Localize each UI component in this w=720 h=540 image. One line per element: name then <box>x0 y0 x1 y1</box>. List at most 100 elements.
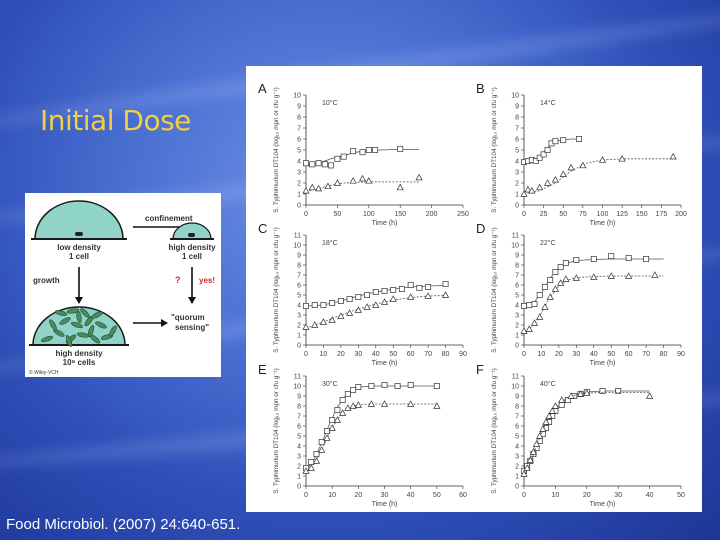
x-tick-label-D-8: 80 <box>660 351 668 358</box>
point-C-s1-6 <box>354 306 362 313</box>
y-tick-label-B-6: 6 <box>515 137 519 144</box>
y-tick-label-D-2: 2 <box>515 323 519 330</box>
y-tick-label-A-6: 6 <box>297 137 301 144</box>
point-F-s1-3 <box>529 448 538 455</box>
y-tick-label-C-6: 6 <box>297 283 301 290</box>
point-A-s1-8 <box>396 183 404 191</box>
point-B-s0-4 <box>536 154 543 161</box>
y-tick-label-D-6: 6 <box>515 283 519 290</box>
x-tick-label-B-8: 200 <box>675 211 687 218</box>
y-tick-label-F-1: 1 <box>515 474 519 481</box>
high-density-bottom-cells: 10⁸ cells <box>63 358 96 367</box>
point-E-s0-13 <box>394 383 401 389</box>
point-B-s1-3 <box>536 183 544 191</box>
point-E-s0-10 <box>355 384 362 390</box>
low-density-label: low density <box>57 243 101 252</box>
y-tick-label-E-2: 2 <box>297 464 301 471</box>
point-B-s1-11 <box>669 152 677 160</box>
fit-line-A-1 <box>305 181 419 193</box>
bacterial-cell-15 <box>91 311 103 319</box>
temperature-label-C: 18°C <box>322 239 338 247</box>
point-C-s0-4 <box>337 298 344 304</box>
point-E-s0-15 <box>433 383 440 389</box>
y-tick-label-C-2: 2 <box>297 323 301 330</box>
point-D-s0-4 <box>541 284 548 290</box>
y-axis-label-B: S. Typhimurium DT104 (log₁₀ mpn or cfu g… <box>491 87 498 213</box>
x-tick-label-F-2: 20 <box>583 492 591 499</box>
point-D-s1-3 <box>536 313 544 320</box>
point-D-s0-10 <box>590 256 597 262</box>
y-tick-label-B-5: 5 <box>515 148 519 155</box>
point-E-s0-2 <box>313 451 320 457</box>
point-B-s0-8 <box>552 138 559 145</box>
point-D-s1-9 <box>572 274 580 281</box>
y-tick-label-C-0: 0 <box>297 343 301 350</box>
point-E-s1-9 <box>349 402 357 409</box>
point-A-s0-3 <box>321 161 328 168</box>
x-tick-label-C-6: 60 <box>407 351 415 358</box>
bacterial-cell-7 <box>59 317 71 325</box>
y-tick-label-A-9: 9 <box>297 104 301 111</box>
point-E-s1-3 <box>318 446 326 453</box>
y-tick-label-D-4: 4 <box>515 303 519 310</box>
y-tick-label-F-10: 10 <box>511 384 519 391</box>
x-tick-label-A-4: 200 <box>426 211 438 218</box>
x-tick-label-D-4: 40 <box>590 351 598 358</box>
point-C-s1-2 <box>319 318 328 325</box>
growth-curve-panels: A 0 1 2 3 4 5 6 7 8 9 10 0 50 100 150 200 250 Time (h) S. T… <box>246 66 702 512</box>
y-tick-label-E-7: 7 <box>297 414 301 421</box>
x-tick-label-F-1: 10 <box>552 492 560 499</box>
point-E-s1-14 <box>433 402 441 409</box>
x-tick-label-E-2: 20 <box>354 492 362 499</box>
y-axis-label-C: S. Typhimurium DT104 (log₁₀ mpn or cfu g… <box>273 227 280 353</box>
temperature-label-D: 22°C <box>540 239 556 247</box>
point-F-s1-14 <box>583 389 591 396</box>
y-axis-label-F: S. Typhimurium DT104 (log₁₀ mpn or cfu g… <box>491 368 498 494</box>
x-tick-label-B-1: 25 <box>540 211 548 218</box>
y-tick-label-C-3: 3 <box>297 313 301 320</box>
temperature-label-F: 40°C <box>540 380 556 388</box>
y-tick-label-C-9: 9 <box>297 253 301 260</box>
confinement-label: confinement <box>145 214 193 223</box>
point-D-s0-11 <box>608 253 615 259</box>
point-D-s0-3 <box>536 292 543 298</box>
y-tick-label-A-10: 10 <box>293 93 301 100</box>
point-F-s1-4 <box>532 440 541 447</box>
point-E-s1-13 <box>407 400 415 407</box>
point-C-s1-5 <box>346 309 354 316</box>
credit-label: © Wiley-VCH <box>29 369 59 376</box>
y-tick-label-D-9: 9 <box>515 253 519 260</box>
point-D-s0-2 <box>531 301 538 307</box>
point-F-s1-13 <box>576 390 585 397</box>
y-tick-label-B-4: 4 <box>515 159 519 166</box>
growth-label: growth <box>33 276 60 285</box>
point-F-s1-7 <box>542 418 550 425</box>
y-tick-label-E-0: 0 <box>297 484 301 491</box>
point-D-s1-7 <box>557 279 565 286</box>
y-tick-label-D-11: 11 <box>512 233 519 240</box>
bacterial-cell-17 <box>87 325 95 337</box>
x-tick-label-E-1: 10 <box>328 492 336 499</box>
x-tick-label-A-1: 50 <box>334 211 342 218</box>
y-tick-label-A-7: 7 <box>297 126 301 133</box>
yes-label: yes! <box>199 276 215 285</box>
y-tick-label-E-10: 10 <box>293 384 301 391</box>
point-A-s0-1 <box>309 161 316 168</box>
point-C-s0-3 <box>329 300 336 306</box>
point-D-s1-13 <box>651 271 659 278</box>
y-tick-label-B-7: 7 <box>515 126 519 133</box>
bacterial-cell-14 <box>80 308 90 318</box>
x-tick-label-C-4: 40 <box>372 351 380 358</box>
point-C-s0-9 <box>381 288 388 294</box>
point-A-s1-6 <box>358 174 367 182</box>
y-tick-label-D-0: 0 <box>515 343 519 350</box>
point-A-s0-0 <box>303 160 309 167</box>
point-A-s0-5 <box>334 155 341 162</box>
point-C-s1-9 <box>380 298 389 305</box>
point-F-s0-16 <box>599 388 606 394</box>
x-tick-label-B-6: 150 <box>636 211 648 218</box>
y-tick-label-B-9: 9 <box>515 104 519 111</box>
point-B-s1-7 <box>567 163 575 171</box>
point-F-s1-12 <box>567 392 575 399</box>
